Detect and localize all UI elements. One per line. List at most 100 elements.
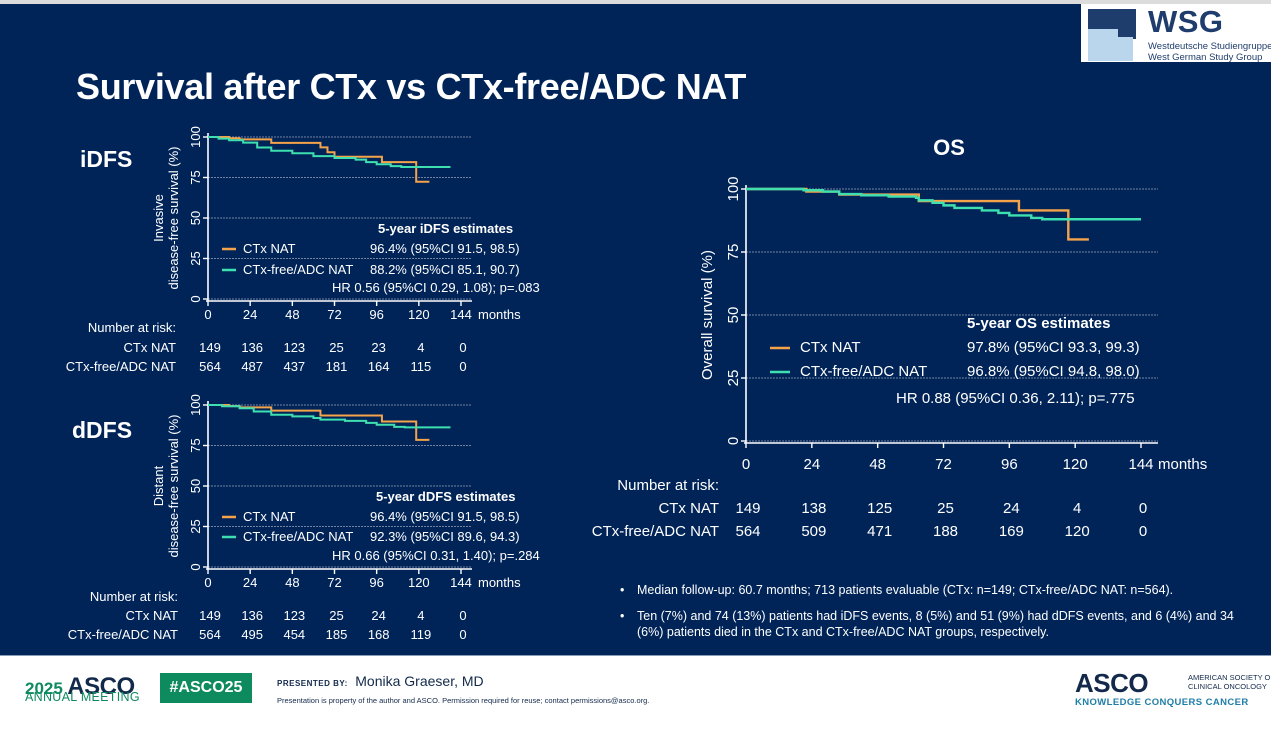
ddfs-x-tick-label: 0: [204, 575, 211, 590]
os-at-risk-value: 4: [1073, 500, 1081, 517]
os-at-risk-header: Number at risk:: [617, 477, 719, 494]
wsg-logo-subtitle-de: Westdeutsche Studiengruppe: [1148, 41, 1271, 52]
idfs-curve-ctx-nat: [208, 136, 430, 183]
os-x-axis-label: months: [1158, 456, 1207, 473]
bullet-text: Median follow-up: 60.7 months; 713 patie…: [637, 583, 1174, 597]
ddfs-at-risk-value: 564: [199, 627, 221, 642]
idfs-x-tick-label: 48: [285, 307, 299, 322]
os-hazard-ratio: HR 0.88 (95%CI 0.36, 2.11); p=.775: [896, 390, 1135, 407]
os-y-tick-label: 25: [725, 370, 742, 387]
slide-background: [0, 4, 1271, 655]
ddfs-x-tick-label: 72: [327, 575, 341, 590]
os-curve-ctx-free-adc-nat: [746, 187, 1141, 221]
os-x-tick-label: 120: [1063, 456, 1088, 473]
ddfs-x-tick-label: 144: [450, 575, 472, 590]
os-legend-estimate: 97.8% (95%CI 93.3, 99.3): [967, 339, 1140, 356]
ddfs-curve-ctx-free-adc-nat: [208, 404, 451, 429]
idfs-legend-name: CTx NAT: [243, 241, 296, 256]
os-at-risk-value: 24: [1003, 500, 1020, 517]
idfs-at-risk-value: 136: [241, 340, 263, 355]
hashtag-badge: #ASCO25: [160, 673, 252, 703]
idfs-at-risk-value: 23: [371, 340, 385, 355]
idfs-curve-ctx-free-adc-nat: [208, 136, 451, 168]
idfs-at-risk-group-label: CTx-free/ADC NAT: [66, 359, 176, 374]
ddfs-legend-estimate: 92.3% (95%CI 89.6, 94.3): [370, 529, 520, 544]
ddfs-chart: 0 25 50 75 100 0 24 48 72 96 120 144 months Distant di…: [68, 394, 540, 642]
idfs-legend-name: CTx-free/ADC NAT: [243, 262, 353, 277]
idfs-y-tick-label: 75: [188, 170, 203, 184]
os-x-tick-label: 24: [803, 456, 820, 473]
ddfs-x-tick-label: 96: [369, 575, 383, 590]
os-legend-estimate: 96.8% (95%CI 94.8, 98.0): [967, 363, 1140, 380]
idfs-y-axis-label: disease-free survival (%): [166, 146, 181, 289]
asco-annual-meeting-logo: 2025 ASCO ANNUAL MEETING: [25, 673, 140, 704]
os-at-risk-value: 509: [801, 523, 826, 540]
os-at-risk-value: 149: [735, 500, 760, 517]
meeting-org: ASCO: [67, 673, 135, 700]
top-strip: [0, 0, 1271, 4]
disclaimer: Presentation is property of the author a…: [277, 696, 650, 705]
ddfs-at-risk-value: 495: [241, 627, 263, 642]
os-at-risk-value: 169: [999, 523, 1024, 540]
ddfs-x-axis-label: months: [478, 575, 521, 590]
idfs-y-axis-label: Invasive: [151, 194, 166, 242]
bullet-item: • Median follow-up: 60.7 months; 713 pat…: [620, 582, 1260, 598]
os-x-tick-label: 0: [742, 456, 750, 473]
ddfs-curve-ctx-nat: [208, 404, 430, 441]
idfs-at-risk-value: 437: [283, 359, 305, 374]
idfs-y-tick-label: 100: [188, 126, 203, 148]
presented-by-label: PRESENTED BY:: [277, 679, 348, 688]
ddfs-x-tick-label: 24: [243, 575, 257, 590]
os-at-risk-group-label: CTx NAT: [658, 500, 719, 517]
asco-society-logo: ASCO AMERICAN SOCIETY OF CLINICAL ONCOLO…: [1075, 668, 1271, 708]
idfs-x-tick-label: 120: [408, 307, 430, 322]
idfs-y-tick-label: 25: [188, 251, 203, 265]
os-y-tick-label: 50: [725, 307, 742, 324]
wsg-logo-name: WSG: [1148, 4, 1224, 39]
idfs-at-risk-value: 25: [329, 340, 343, 355]
idfs-at-risk-value: 181: [326, 359, 348, 374]
os-legend-name: CTx-free/ADC NAT: [800, 363, 927, 380]
slide-title: Survival after CTx vs CTx-free/ADC NAT: [76, 66, 747, 107]
ddfs-y-axis-label: disease-free survival (%): [166, 414, 181, 557]
asco-society-line2: CLINICAL ONCOLOGY: [1188, 682, 1267, 691]
ddfs-y-tick-label: 75: [188, 438, 203, 452]
meeting-name: ANNUAL MEETING: [25, 690, 140, 704]
os-at-risk-value: 471: [867, 523, 892, 540]
ddfs-at-risk-value: 4: [417, 608, 424, 623]
idfs-at-risk-group-label: CTx NAT: [124, 340, 177, 355]
ddfs-legend-title: 5-year dDFS estimates: [376, 489, 515, 504]
os-y-tick-label: 100: [725, 176, 742, 201]
ddfs-at-risk-value: 0: [459, 627, 466, 642]
ddfs-section-label: dDFS: [72, 417, 133, 443]
idfs-x-tick-label: 144: [450, 307, 472, 322]
os-curve-ctx-nat: [746, 187, 1089, 241]
ddfs-at-risk-value: 0: [459, 608, 466, 623]
os-at-risk-value: 564: [735, 523, 760, 540]
ddfs-at-risk-group-label: CTx-free/ADC NAT: [68, 627, 178, 642]
idfs-at-risk-value: 115: [410, 359, 431, 374]
ddfs-at-risk-header: Number at risk:: [90, 589, 178, 604]
os-legend-title: 5-year OS estimates: [967, 315, 1110, 332]
os-x-tick-label: 96: [1001, 456, 1018, 473]
ddfs-at-risk-value: 454: [283, 627, 305, 642]
idfs-at-risk-value: 164: [368, 359, 390, 374]
os-x-tick-label: 72: [935, 456, 952, 473]
ddfs-legend-estimate: 96.4% (95%CI 91.5, 98.5): [370, 509, 520, 524]
idfs-hazard-ratio: HR 0.56 (95%CI 0.29, 1.08); p=.083: [332, 280, 540, 295]
idfs-chart: 0 25 50 75 100 0 24 48 72 96 120 144 months Invasive d…: [66, 126, 540, 374]
idfs-legend-estimate: 96.4% (95%CI 91.5, 98.5): [370, 241, 520, 256]
ddfs-at-risk-value: 136: [241, 608, 263, 623]
os-at-risk-group-label: CTx-free/ADC NAT: [592, 523, 719, 540]
idfs-at-risk-value: 487: [241, 359, 263, 374]
os-x-tick-label: 48: [869, 456, 886, 473]
asco-society-line1: AMERICAN SOCIETY OF: [1188, 673, 1271, 682]
os-x-tick-label: 144: [1128, 456, 1153, 473]
idfs-at-risk-header: Number at risk:: [88, 320, 176, 335]
os-chart-title: OS: [933, 135, 965, 160]
asco-tagline: KNOWLEDGE CONQUERS CANCER: [1075, 697, 1249, 708]
idfs-x-tick-label: 24: [243, 307, 257, 322]
os-at-risk-value: 0: [1139, 523, 1147, 540]
presenter-line: PRESENTED BY: Monika Graeser, MD: [277, 673, 484, 691]
